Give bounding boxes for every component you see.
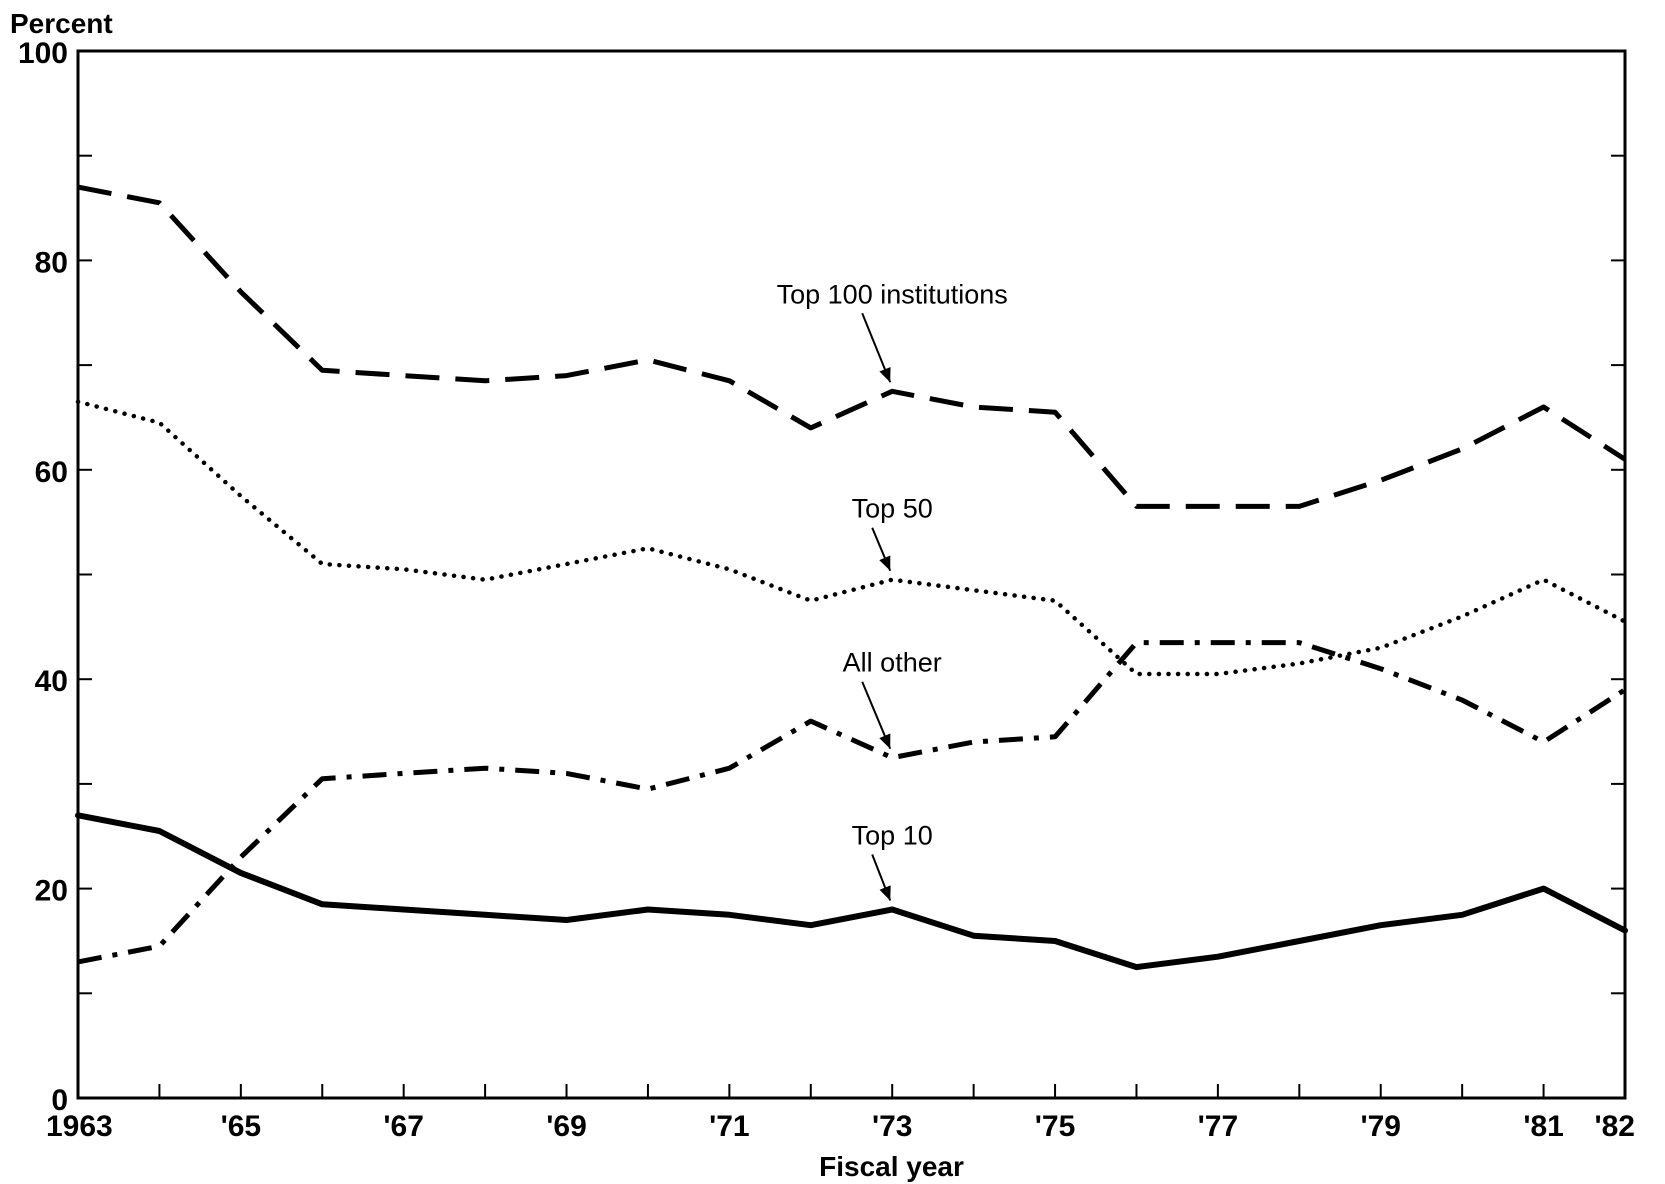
annotation-label: All other [843,648,942,678]
x-tick-label: '71 [709,1110,750,1143]
series-line-top-100-institutions [77,184,1627,509]
x-tick-labels: 1963 '65 '67 '69 '71 '73 '75 '77 '79 '81 '82 [46,1110,1635,1143]
annotation-arrowhead [879,885,891,901]
x-tick-label: '69 [546,1110,587,1143]
x-tick-label: '77 [1198,1110,1239,1143]
x-tick-label: '81 [1523,1110,1564,1143]
x-tick-label: '67 [383,1110,424,1143]
axis-ticks [77,50,1626,1099]
series-line-top-10 [75,812,1628,971]
y-tick-label: 80 [35,246,68,279]
annotation-arrowhead [879,367,891,383]
annotation-arrowhead [879,733,891,749]
y-tick-label: 20 [35,875,68,908]
x-tick-label: '65 [221,1110,262,1143]
x-tick-label: '73 [872,1110,913,1143]
annotation-label: Top 100 institutions [777,279,1008,309]
annotation-arrowhead [879,555,891,571]
x-tick-label: '75 [1035,1110,1076,1143]
x-axis-label: Fiscal year [819,1151,964,1182]
annotation-label: Top 10 [852,821,933,851]
y-tick-label: 60 [35,456,68,489]
y-tick-labels: 0 20 40 60 80 100 [18,37,68,1117]
x-tick-label: '79 [1360,1110,1401,1143]
y-tick-label: 40 [35,665,68,698]
y-tick-label: 0 [51,1084,68,1117]
series-line-top-50 [75,399,1628,677]
x-tick-label: 1963 [46,1110,113,1143]
y-tick-label: 100 [18,37,68,70]
annotation-label: Top 50 [852,494,933,524]
y-axis-label: Percent [10,8,113,39]
x-tick-label: '82 [1594,1110,1635,1143]
series-line-all-other [77,640,1627,965]
annotations: Top 100 institutions Top 50 All other Top 1… [777,279,1008,901]
series-lines [75,184,1628,971]
plot-frame [76,49,1627,1100]
